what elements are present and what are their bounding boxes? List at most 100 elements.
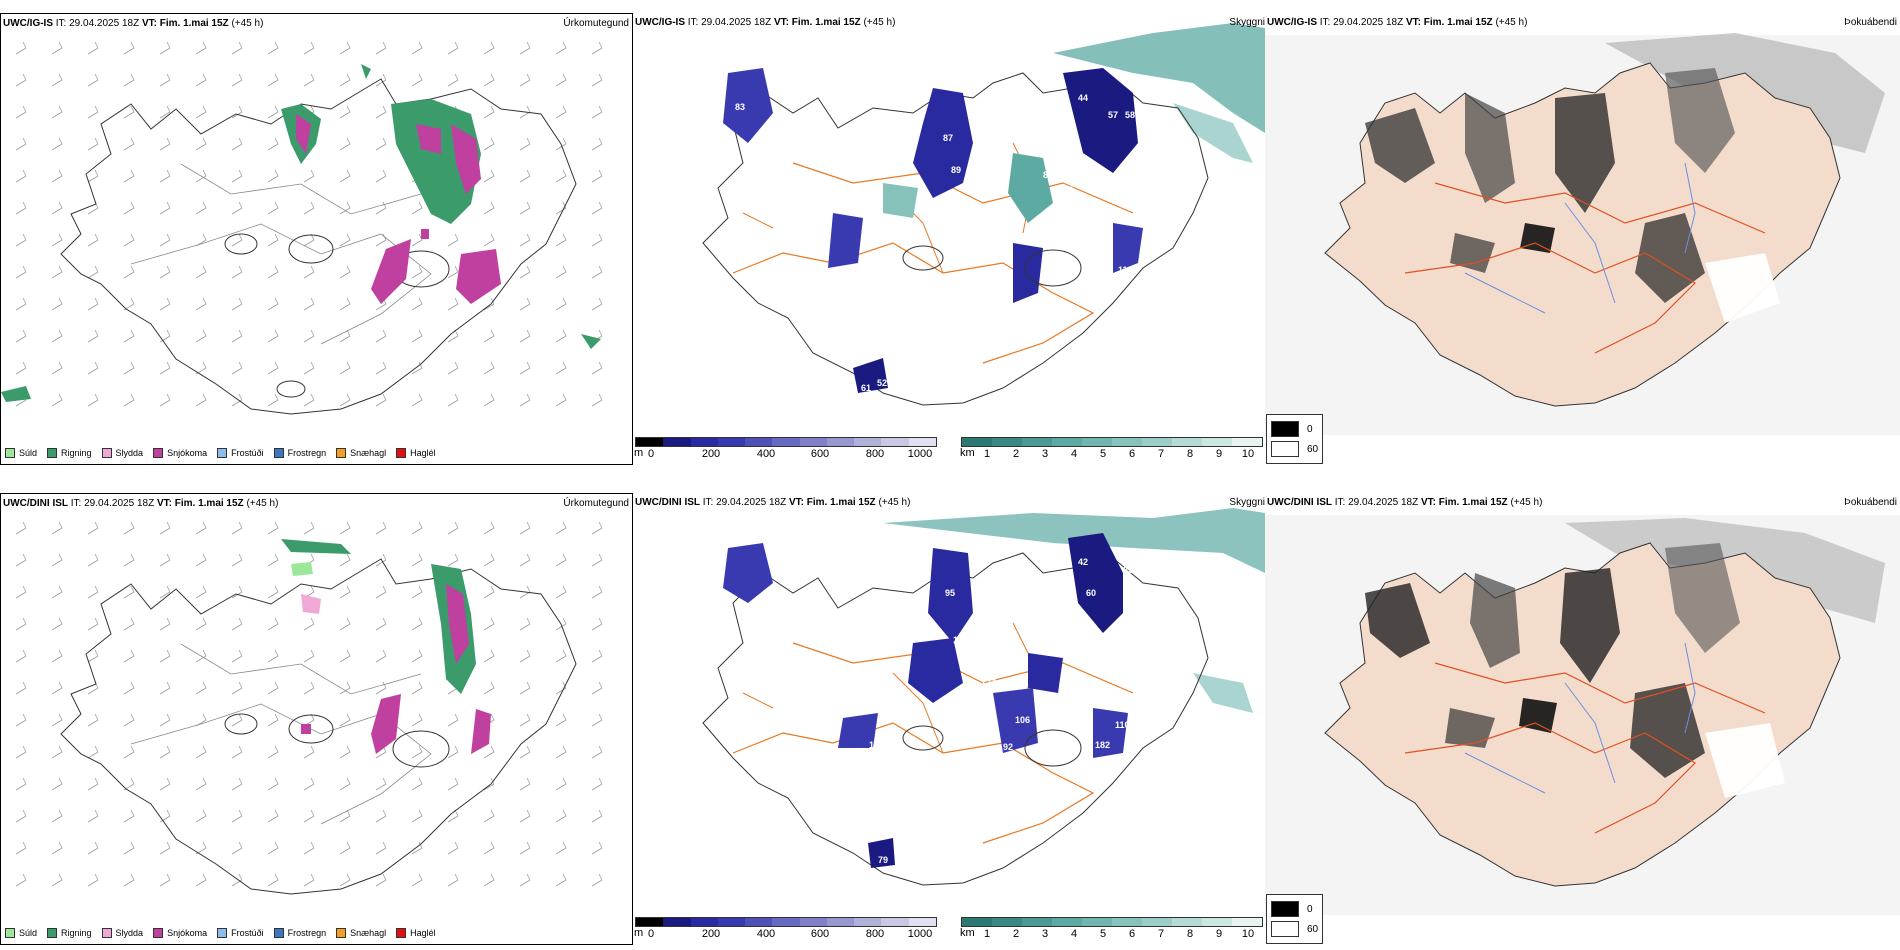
fog-legend-swatch xyxy=(1271,441,1299,457)
wind-barb xyxy=(375,105,387,119)
wind-barb xyxy=(15,361,27,375)
wind-barb xyxy=(411,233,423,247)
vis-label: 61 xyxy=(861,383,871,393)
wind-barb xyxy=(87,681,99,695)
wind-barb xyxy=(159,617,171,631)
vis-area xyxy=(1113,223,1143,273)
wind-barbs xyxy=(15,41,603,407)
wind-barb xyxy=(303,297,315,311)
wind-barb xyxy=(519,329,531,343)
wind-barb xyxy=(591,553,603,567)
wind-barb xyxy=(375,841,387,855)
wind-barb xyxy=(411,553,423,567)
wind-barb xyxy=(51,393,63,407)
vis-label: 89 xyxy=(951,165,961,175)
wind-barb xyxy=(447,841,459,855)
wind-barb xyxy=(411,713,423,727)
vis-label: 80 xyxy=(895,685,905,695)
vis-label: 116 xyxy=(1045,573,1060,583)
wind-barb xyxy=(195,777,207,791)
vis-area xyxy=(828,213,863,268)
wind-barb xyxy=(231,873,243,887)
wind-barb xyxy=(519,201,531,215)
wind-barb xyxy=(303,841,315,855)
colorbar-tick: 5 xyxy=(1099,448,1107,460)
legend-item: Snjókoma xyxy=(153,928,207,938)
wind-barb xyxy=(123,809,135,823)
wind-barb xyxy=(519,777,531,791)
wind-barb xyxy=(267,681,279,695)
wind-barb xyxy=(555,201,567,215)
wind-barb xyxy=(447,521,459,535)
vis-value-labels: 44 57 58 52 87 95 108 116 118 88 87 78 8… xyxy=(735,93,1153,393)
wind-barb xyxy=(159,233,171,247)
wind-barb xyxy=(483,521,495,535)
wind-barb xyxy=(519,265,531,279)
visibility-map-row2: UWC/DINI ISL IT: 29.04.2025 18Z VT: Fim.… xyxy=(633,493,1265,945)
wind-barb xyxy=(519,169,531,183)
colorbar-tick: 1 xyxy=(983,448,991,460)
vis-area xyxy=(1063,68,1138,173)
map-title: Skyggni xyxy=(1229,497,1265,508)
wind-barb xyxy=(195,169,207,183)
wind-barb xyxy=(87,713,99,727)
precip-type-map-row2: UWC/DINI ISL IT: 29.04.2025 18Z VT: Fim.… xyxy=(0,493,633,945)
wind-barb xyxy=(339,617,351,631)
wind-barb xyxy=(231,585,243,599)
colorbar-tick: 8 xyxy=(1186,448,1194,460)
wind-barb xyxy=(447,297,459,311)
legend-swatch xyxy=(47,448,58,458)
height-colorbar: m 0 200 400 600 800 1000 xyxy=(634,437,937,460)
wind-barb xyxy=(519,841,531,855)
wind-barb xyxy=(159,393,171,407)
legend-swatch xyxy=(101,448,112,458)
wind-barb xyxy=(339,777,351,791)
wind-barb xyxy=(15,41,27,55)
wind-barb xyxy=(339,745,351,759)
legend-item: Frostúði xyxy=(217,928,264,938)
wind-barb xyxy=(339,585,351,599)
wind-barb xyxy=(51,649,63,663)
wind-barb xyxy=(303,617,315,631)
wind-barbs xyxy=(15,521,603,887)
precip-area xyxy=(371,239,411,304)
wind-barb xyxy=(123,137,135,151)
wind-barb xyxy=(195,809,207,823)
wind-barb xyxy=(339,681,351,695)
wind-barb xyxy=(555,777,567,791)
wind-barb xyxy=(15,873,27,887)
wind-barb xyxy=(231,681,243,695)
legend-item: Haglél xyxy=(396,448,436,458)
wind-barb xyxy=(195,521,207,535)
wind-barb xyxy=(555,73,567,87)
wind-barb xyxy=(339,41,351,55)
wind-barb xyxy=(447,393,459,407)
vis-label: 57 xyxy=(1108,110,1118,120)
wind-barb xyxy=(411,201,423,215)
vis-area xyxy=(1093,708,1128,758)
wind-barb xyxy=(123,841,135,855)
wind-barb xyxy=(339,713,351,727)
wind-barb xyxy=(195,105,207,119)
wind-barb xyxy=(411,41,423,55)
wind-barb xyxy=(519,393,531,407)
wind-barb xyxy=(159,137,171,151)
wind-barb xyxy=(15,265,27,279)
wind-barb xyxy=(483,73,495,87)
wind-barb xyxy=(303,809,315,823)
legend-item: Frostregn xyxy=(273,928,326,938)
wind-barb xyxy=(519,553,531,567)
wind-barb xyxy=(411,617,423,631)
colorbar-tick: 800 xyxy=(865,448,885,460)
wind-barb xyxy=(519,681,531,695)
vis-label: 78 xyxy=(1093,635,1103,645)
wind-barb xyxy=(519,617,531,631)
colorbar-tick: 10 xyxy=(1241,928,1255,940)
wind-barb xyxy=(555,841,567,855)
colorbar-tick: 400 xyxy=(756,448,776,460)
wind-barb xyxy=(375,649,387,663)
wind-barb xyxy=(267,169,279,183)
vis-area xyxy=(1013,243,1043,303)
iceland-visibility-map: 42 60 83 39 116 78 95 100 177 106 92 141… xyxy=(702,508,1265,886)
vis-label: 52 xyxy=(1143,143,1153,153)
